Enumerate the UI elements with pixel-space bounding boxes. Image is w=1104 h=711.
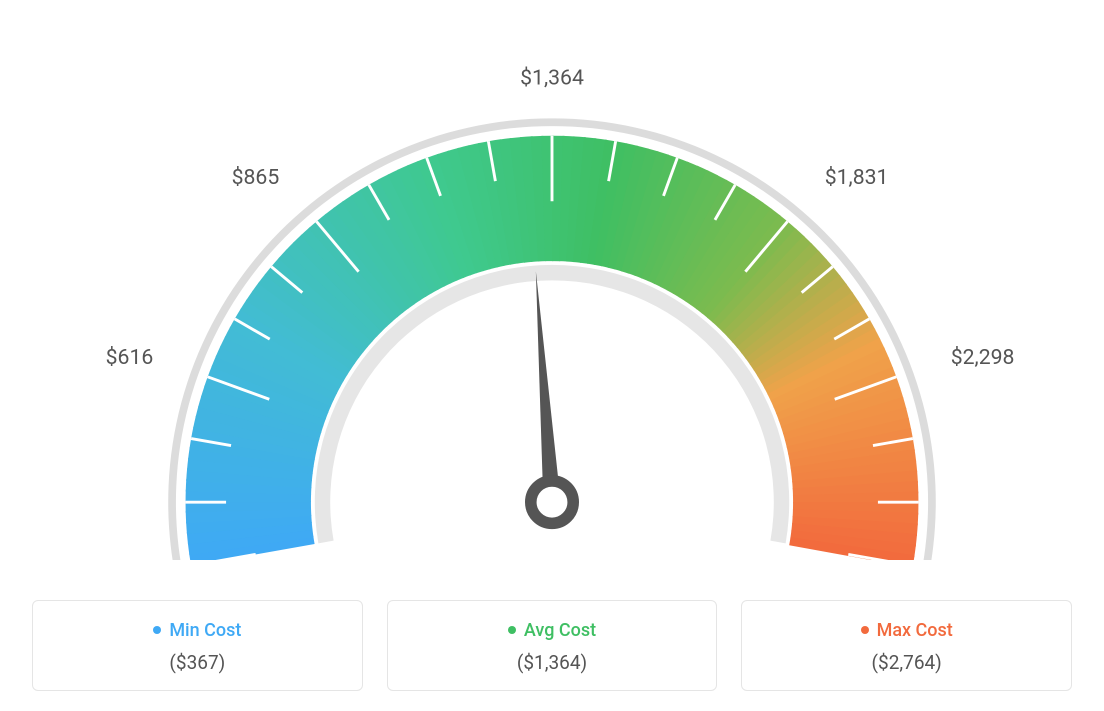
legend-value-avg: ($1,364): [398, 651, 707, 674]
legend-value-max: ($2,764): [752, 651, 1061, 674]
legend-label-min: Min Cost: [153, 620, 241, 641]
gauge-chart: $367$616$865$1,364$1,831$2,298$2,764 Min…: [20, 20, 1084, 691]
gauge-svg: $367$616$865$1,364$1,831$2,298$2,764: [20, 20, 1084, 560]
tick-label: $865: [232, 165, 280, 190]
tick-label: $1,364: [520, 66, 584, 91]
tick-label: $616: [106, 345, 154, 370]
legend-label-avg: Avg Cost: [508, 620, 596, 641]
legend-row: Min Cost ($367) Avg Cost ($1,364) Max Co…: [20, 600, 1084, 691]
tick-label: $2,298: [951, 345, 1015, 370]
gauge-svg-container: $367$616$865$1,364$1,831$2,298$2,764: [20, 20, 1084, 560]
legend-value-min: ($367): [43, 651, 352, 674]
legend-label-max: Max Cost: [861, 620, 953, 641]
legend-text-avg: Avg Cost: [524, 620, 596, 641]
gauge-needle: [536, 271, 561, 502]
legend-text-min: Min Cost: [169, 620, 241, 641]
needle-hub: [531, 481, 573, 523]
legend-dot-min: [153, 626, 161, 634]
legend-card-min: Min Cost ($367): [32, 600, 363, 691]
tick-label: $1,831: [825, 165, 889, 190]
legend-dot-max: [861, 626, 869, 634]
legend-card-max: Max Cost ($2,764): [741, 600, 1072, 691]
legend-dot-avg: [508, 626, 516, 634]
legend-text-max: Max Cost: [877, 620, 953, 641]
legend-card-avg: Avg Cost ($1,364): [387, 600, 718, 691]
